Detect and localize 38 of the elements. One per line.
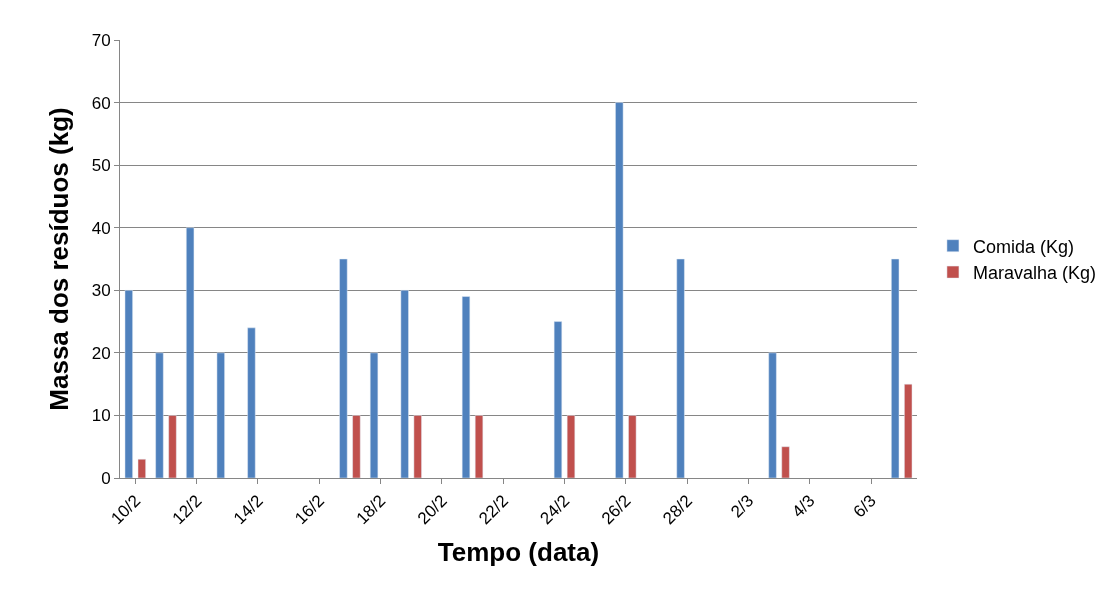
y-tick-label: 20 [91, 343, 111, 363]
y-tick-label: 30 [91, 281, 111, 301]
bar [216, 352, 225, 478]
legend-label: Comida (Kg) [972, 236, 1074, 257]
bar [768, 352, 777, 478]
bar [566, 415, 576, 478]
x-tick-label: 6/3 [849, 491, 880, 522]
bar [904, 383, 913, 478]
y-tick-label: 0 [101, 468, 111, 488]
x-axis-title: Tempo (data) [437, 536, 600, 567]
bar [676, 258, 685, 478]
bar [247, 327, 256, 478]
bar [155, 352, 164, 478]
bar [168, 415, 177, 478]
legend-label: Maravalha (Kg) [972, 263, 1096, 284]
x-tick-label: 2/3 [727, 491, 758, 522]
bar [781, 446, 790, 478]
bar [891, 258, 900, 478]
bar [352, 415, 361, 478]
bar [186, 227, 195, 478]
bar [400, 290, 409, 478]
bar [553, 321, 563, 478]
y-tick-label: 10 [91, 406, 111, 426]
bar [137, 458, 146, 478]
y-axis-title: Massa dos resíduos (kg) [44, 107, 75, 411]
y-tick-label: 70 [91, 30, 111, 50]
bar [369, 352, 379, 478]
x-tick-label: 4/3 [788, 491, 819, 522]
bar [628, 415, 637, 478]
bar [615, 102, 624, 478]
y-tick-label: 50 [91, 156, 111, 176]
bar [124, 290, 133, 478]
y-tick-label: 60 [91, 93, 111, 113]
bar [461, 296, 471, 478]
y-tick-label: 40 [91, 218, 111, 238]
bar [474, 415, 484, 478]
bar [339, 258, 348, 478]
bar [413, 415, 422, 478]
